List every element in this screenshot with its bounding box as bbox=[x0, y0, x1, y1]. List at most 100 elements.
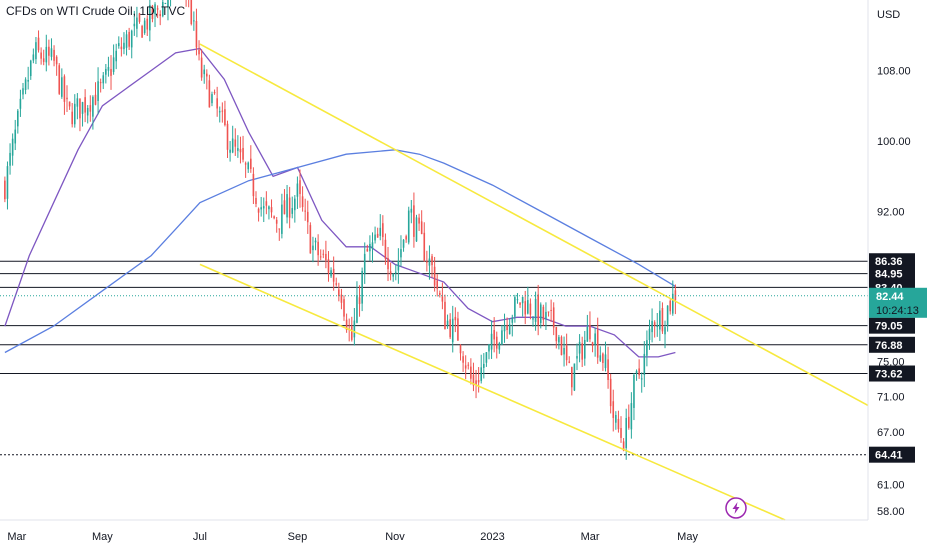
candle bbox=[68, 101, 71, 110]
candle bbox=[55, 55, 58, 76]
candle bbox=[244, 161, 247, 178]
candle bbox=[602, 352, 604, 371]
candle bbox=[24, 77, 27, 95]
candle bbox=[537, 284, 539, 336]
candle bbox=[369, 235, 371, 261]
candle bbox=[612, 389, 615, 432]
candle bbox=[149, 0, 151, 42]
candle bbox=[107, 56, 110, 77]
candle bbox=[306, 200, 309, 234]
candle bbox=[643, 341, 646, 388]
candle bbox=[281, 193, 283, 239]
candle bbox=[477, 367, 480, 393]
candle bbox=[640, 372, 643, 393]
candle bbox=[446, 314, 449, 329]
candle bbox=[332, 256, 335, 291]
price-tick-label: 75.00 bbox=[877, 356, 905, 368]
time-axis: Mar May Jul Sep Nov 2023 Mar May bbox=[7, 531, 698, 543]
candle bbox=[188, 0, 190, 8]
candle bbox=[27, 66, 29, 90]
candle bbox=[656, 312, 659, 337]
candle bbox=[441, 282, 444, 310]
candle bbox=[506, 317, 508, 339]
candle bbox=[338, 282, 340, 302]
candle bbox=[97, 67, 99, 115]
candle bbox=[547, 311, 550, 317]
candle bbox=[358, 285, 361, 317]
candle bbox=[498, 341, 501, 354]
candle bbox=[206, 69, 208, 90]
candle bbox=[459, 344, 462, 361]
svg-text:79.05: 79.05 bbox=[875, 321, 903, 333]
price-tick-label: 71.00 bbox=[877, 392, 905, 404]
candle bbox=[71, 102, 73, 128]
candle bbox=[325, 240, 327, 269]
svg-text:84.95: 84.95 bbox=[875, 269, 903, 281]
candle bbox=[534, 291, 537, 331]
candle bbox=[573, 363, 576, 392]
candle bbox=[203, 64, 206, 84]
candle bbox=[519, 302, 521, 308]
candle bbox=[161, 0, 164, 18]
candle bbox=[407, 206, 410, 245]
candle bbox=[247, 161, 250, 173]
level-tag: 73.62 bbox=[869, 365, 915, 382]
ma-short-line[interactable] bbox=[4, 47, 676, 358]
candle bbox=[198, 40, 200, 61]
candle bbox=[653, 320, 656, 338]
lightning-icon[interactable] bbox=[725, 497, 747, 519]
time-tick-label: Jul bbox=[193, 531, 207, 543]
candle bbox=[45, 34, 48, 72]
candle bbox=[420, 210, 423, 235]
candle bbox=[415, 214, 418, 242]
candle bbox=[444, 294, 446, 330]
candle bbox=[301, 186, 304, 212]
channel-upper-line[interactable] bbox=[199, 43, 869, 407]
candle bbox=[250, 145, 252, 173]
candle bbox=[464, 355, 467, 380]
candle bbox=[532, 316, 534, 327]
candle bbox=[615, 411, 617, 430]
candle bbox=[633, 373, 635, 421]
candle bbox=[14, 119, 17, 151]
candle bbox=[669, 299, 672, 315]
ma-long-line[interactable] bbox=[4, 149, 676, 354]
candle bbox=[356, 281, 358, 324]
time-tick-label: May bbox=[677, 531, 698, 543]
candle bbox=[291, 196, 294, 219]
channel-lower-line[interactable] bbox=[199, 263, 786, 521]
candle bbox=[296, 176, 299, 209]
svg-text:73.62: 73.62 bbox=[875, 369, 903, 381]
candle bbox=[594, 327, 596, 357]
time-tick-label: Mar bbox=[7, 531, 26, 543]
candle bbox=[81, 101, 84, 127]
candle bbox=[483, 353, 485, 379]
price-tick-label: 100.00 bbox=[877, 136, 911, 148]
candle bbox=[503, 313, 506, 343]
candle bbox=[493, 317, 495, 353]
candle bbox=[252, 167, 255, 205]
candle bbox=[312, 236, 314, 263]
candle bbox=[278, 228, 281, 241]
candle bbox=[627, 404, 630, 430]
candle bbox=[646, 330, 648, 367]
candle bbox=[589, 311, 591, 343]
currency-label: USD bbox=[877, 9, 900, 21]
candle bbox=[555, 326, 558, 349]
candle bbox=[353, 307, 356, 346]
candle bbox=[604, 341, 607, 372]
candle bbox=[105, 63, 107, 84]
candle bbox=[583, 330, 586, 366]
candle bbox=[213, 89, 216, 95]
candle bbox=[218, 106, 221, 123]
candle bbox=[9, 143, 11, 175]
candle bbox=[257, 207, 260, 222]
candle bbox=[514, 294, 516, 323]
candle bbox=[117, 36, 120, 49]
candle bbox=[426, 250, 428, 272]
candle bbox=[402, 239, 405, 252]
candle bbox=[19, 89, 22, 117]
candle bbox=[457, 311, 459, 341]
candle bbox=[576, 343, 578, 371]
